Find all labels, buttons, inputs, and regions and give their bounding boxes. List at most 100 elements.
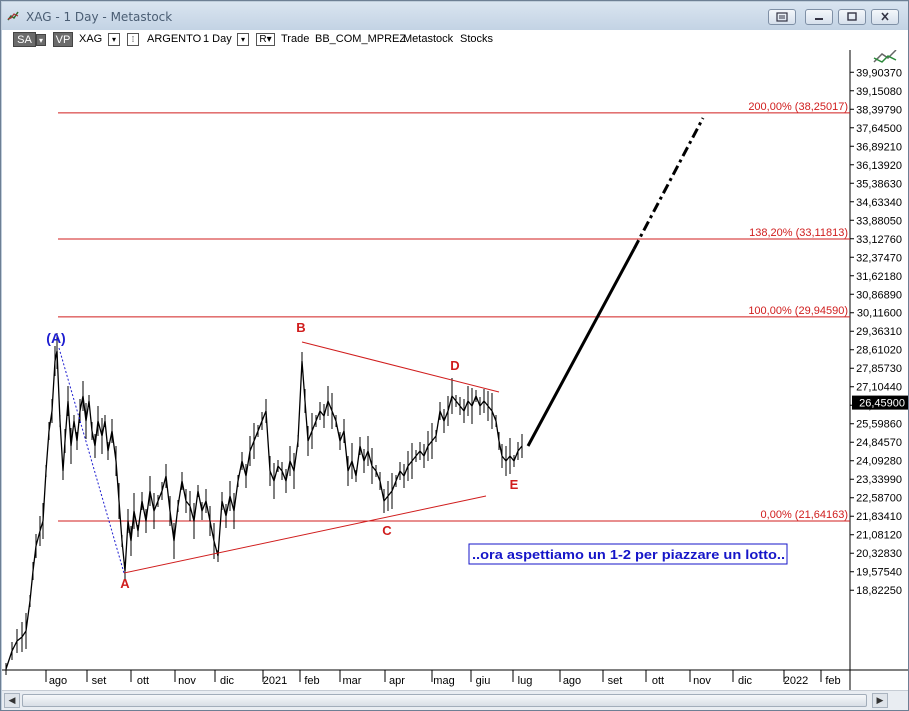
wave-label: D — [450, 358, 459, 373]
price-tick-label: 39,15080 — [856, 86, 902, 98]
price-tick-label: 39,90370 — [856, 67, 902, 79]
fib-level-label: 200,00% (38,25017) — [748, 101, 848, 113]
price-tick-label: 22,58700 — [856, 493, 902, 505]
wave-label: B — [296, 320, 305, 335]
security-name: ARGENTO — [147, 33, 202, 45]
vp-button[interactable]: VP — [53, 32, 73, 47]
time-tick-label: nov — [693, 675, 711, 687]
price-tick-label: 38,39790 — [856, 104, 902, 116]
price-tick-label: 34,63340 — [856, 197, 902, 209]
time-tick-label: dic — [738, 675, 753, 687]
time-tick-label: dic — [220, 675, 235, 687]
price-tick-label: 28,61020 — [856, 345, 902, 357]
close-icon — [881, 12, 889, 21]
price-tick-label: 21,83410 — [856, 511, 902, 523]
price-tick-label: 21,08120 — [856, 530, 902, 542]
maximize-icon — [847, 12, 857, 21]
trade-label[interactable]: Trade — [281, 33, 310, 45]
wave-label: C — [382, 523, 392, 538]
price-tick-label: 33,12760 — [856, 234, 902, 246]
current-price-label: 26,45900 — [859, 398, 905, 410]
price-tick-label: 33,88050 — [856, 215, 902, 227]
chart-app-icon — [7, 11, 19, 21]
symbol-menu-icon[interactable]: ⁞ — [127, 33, 139, 46]
price-tick-label: 30,11600 — [857, 308, 902, 320]
time-tick-label: giu — [476, 675, 491, 687]
source-label: Metastock — [403, 33, 454, 45]
price-tick-label: 27,10440 — [856, 382, 902, 394]
time-tick-label: 2022 — [784, 675, 808, 687]
symbol-label: XAG — [79, 33, 103, 45]
minimize-button[interactable] — [805, 9, 833, 25]
price-tick-label: 32,37470 — [856, 252, 902, 264]
chart-canvas[interactable]: 39,90370 39,15080 38,39790 37,64500 36,89210… — [2, 50, 908, 690]
price-tick-label: 25,59860 — [856, 419, 902, 431]
price-tick-label: 23,33990 — [856, 474, 902, 486]
r-label: R — [259, 34, 267, 45]
scrollbar-thumb[interactable] — [22, 694, 867, 707]
price-tick-label: 18,82250 — [856, 585, 902, 597]
chevron-down-icon[interactable]: ▾ — [36, 34, 46, 46]
periodicity-label: 1 Day — [203, 33, 232, 45]
time-tick-label: set — [92, 675, 107, 687]
crosshair-tool-icon[interactable] — [873, 50, 897, 63]
time-tick-label: nov — [178, 675, 196, 687]
price-tick-label: 30,86890 — [856, 289, 902, 301]
template-label: BB_COM_MPREZ — [315, 33, 407, 45]
r-dropdown-button[interactable]: R▾ — [256, 33, 275, 46]
minimize-icon — [815, 18, 823, 20]
category-label: Stocks — [460, 33, 494, 45]
maximize-button[interactable] — [838, 9, 866, 25]
scroll-right-icon[interactable]: ▶ — [872, 693, 888, 708]
annotation-box[interactable] — [468, 543, 788, 565]
time-tick-label: set — [608, 675, 623, 687]
window-title: XAG - 1 Day - Metastock — [26, 10, 173, 24]
restore-icon — [776, 12, 788, 22]
time-tick-label: ott — [137, 675, 149, 687]
projection-dashed-line — [632, 117, 705, 250]
horizontal-scrollbar[interactable]: ◀ ▶ — [2, 690, 908, 710]
restore-window-button[interactable] — [768, 9, 796, 25]
price-tick-label: 31,62180 — [856, 271, 902, 283]
price-tick-label: 37,64500 — [856, 123, 902, 135]
time-tick-label: ott — [652, 675, 664, 687]
projection-line — [526, 248, 636, 447]
time-tick-label: feb — [825, 675, 840, 687]
fib-level-label: 0,00% (21,64163) — [761, 509, 848, 521]
wave-label: E — [510, 477, 519, 492]
fib-level-label: 138,20% (33,11813) — [749, 227, 848, 239]
upper-trendline — [301, 341, 500, 393]
current-price-flag — [852, 395, 908, 410]
wave-label: A — [120, 576, 130, 591]
wave-a-connector-line — [58, 347, 125, 574]
price-tick-label: 24,84570 — [856, 437, 902, 449]
time-tick-label: mar — [343, 675, 362, 687]
close-button[interactable] — [871, 9, 899, 25]
security-selector-button[interactable]: SA — [13, 32, 36, 47]
time-tick-label: ago — [563, 675, 581, 687]
price-tick-label: 19,57540 — [856, 567, 902, 579]
annotation-text: ..ora aspettiamo un 1-2 per piazzare un … — [472, 547, 785, 562]
time-tick-label: ago — [49, 675, 67, 687]
time-tick-label: lug — [518, 675, 533, 687]
price-tick-label: 36,89210 — [856, 141, 902, 153]
price-tick-label: 20,32830 — [856, 548, 902, 560]
wave-label: (A) — [46, 330, 65, 346]
scroll-left-icon[interactable]: ◀ — [4, 693, 20, 708]
time-tick-label: apr — [389, 675, 405, 687]
chart-toolbar: SA ▾ VP XAG ▾ ⁞ ARGENTO 1 Day ▾ R▾ Trade… — [2, 30, 908, 50]
time-tick-label: mag — [433, 675, 454, 687]
price-tick-label: 36,13920 — [856, 160, 902, 172]
title-bar: XAG - 1 Day - Metastock — [2, 2, 908, 30]
price-chart[interactable]: 39,90370 39,15080 38,39790 37,64500 36,89210… — [2, 50, 908, 690]
periodicity-chevron-icon[interactable]: ▾ — [237, 33, 249, 46]
price-tick-label: 29,36310 — [856, 326, 902, 338]
price-tick-label: 24,09280 — [856, 456, 902, 468]
time-tick-label: 2021 — [263, 675, 287, 687]
time-tick-label: feb — [304, 675, 319, 687]
symbol-dropdown-chevron-icon[interactable]: ▾ — [108, 33, 120, 46]
fib-level-label: 100,00% (29,94590) — [748, 305, 848, 317]
price-tick-label: 35,38630 — [856, 178, 902, 190]
lower-trendline — [123, 495, 487, 574]
